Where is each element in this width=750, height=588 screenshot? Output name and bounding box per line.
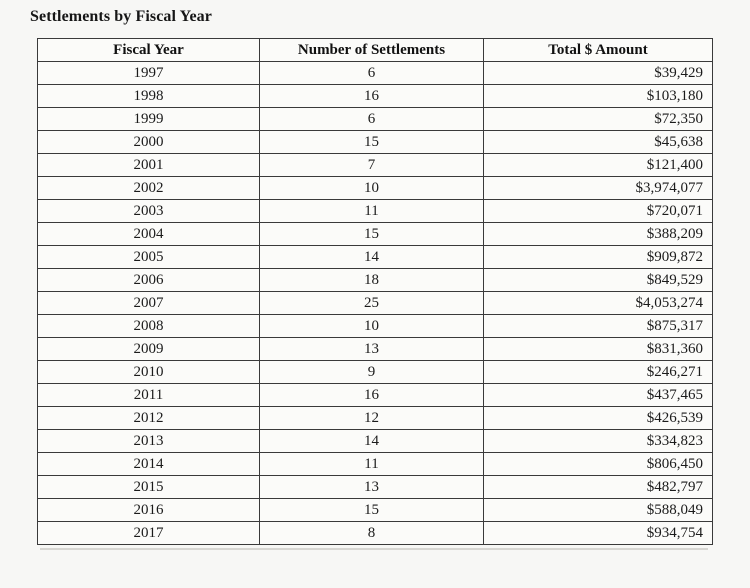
num-settlements-cell: 7 [259,153,484,177]
num-settlements-cell: 9 [259,360,484,384]
page-title: Settlements by Fiscal Year [30,8,212,25]
num-settlements-cell: 14 [259,245,484,269]
fiscal-year-cell: 2015 [37,475,260,499]
scan-shadow-line [40,548,708,550]
table-row: 1999 6 $72,350 [37,107,713,131]
total-amount-cell: $334,823 [483,429,713,453]
total-amount-cell: $72,350 [483,107,713,131]
table-row: 2004 15 $388,209 [37,222,713,246]
total-amount-cell: $831,360 [483,337,713,361]
col-header-total-amount: Total $ Amount [483,38,713,62]
num-settlements-cell: 10 [259,176,484,200]
num-settlements-cell: 12 [259,406,484,430]
total-amount-cell: $121,400 [483,153,713,177]
num-settlements-cell: 6 [259,61,484,85]
table-row: 2016 15 $588,049 [37,498,713,522]
total-amount-cell: $849,529 [483,268,713,292]
fiscal-year-cell: 2010 [37,360,260,384]
num-settlements-cell: 15 [259,130,484,154]
num-settlements-cell: 8 [259,521,484,545]
num-settlements-cell: 11 [259,452,484,476]
num-settlements-cell: 11 [259,199,484,223]
total-amount-cell: $3,974,077 [483,176,713,200]
num-settlements-cell: 16 [259,84,484,108]
total-amount-cell: $909,872 [483,245,713,269]
num-settlements-cell: 14 [259,429,484,453]
num-settlements-cell: 13 [259,475,484,499]
total-amount-cell: $45,638 [483,130,713,154]
table-header-row: Fiscal Year Number of Settlements Total … [37,38,713,62]
num-settlements-cell: 25 [259,291,484,315]
fiscal-year-cell: 2014 [37,452,260,476]
fiscal-year-cell: 2006 [37,268,260,292]
total-amount-cell: $103,180 [483,84,713,108]
table-row: 1997 6 $39,429 [37,61,713,85]
table-row: 2008 10 $875,317 [37,314,713,338]
num-settlements-cell: 6 [259,107,484,131]
num-settlements-cell: 15 [259,222,484,246]
table-row: 2009 13 $831,360 [37,337,713,361]
fiscal-year-cell: 2007 [37,291,260,315]
fiscal-year-cell: 2000 [37,130,260,154]
fiscal-year-cell: 1997 [37,61,260,85]
table-row: 2014 11 $806,450 [37,452,713,476]
total-amount-cell: $720,071 [483,199,713,223]
num-settlements-cell: 15 [259,498,484,522]
total-amount-cell: $806,450 [483,452,713,476]
total-amount-cell: $388,209 [483,222,713,246]
total-amount-cell: $482,797 [483,475,713,499]
fiscal-year-cell: 2008 [37,314,260,338]
table-row: 2010 9 $246,271 [37,360,713,384]
num-settlements-cell: 10 [259,314,484,338]
fiscal-year-cell: 2004 [37,222,260,246]
table-row: 2005 14 $909,872 [37,245,713,269]
fiscal-year-cell: 2009 [37,337,260,361]
num-settlements-cell: 18 [259,268,484,292]
fiscal-year-cell: 2003 [37,199,260,223]
table-row: 2015 13 $482,797 [37,475,713,499]
fiscal-year-cell: 2017 [37,521,260,545]
total-amount-cell: $39,429 [483,61,713,85]
col-header-fiscal-year: Fiscal Year [37,38,260,62]
fiscal-year-cell: 2001 [37,153,260,177]
table-row: 2000 15 $45,638 [37,130,713,154]
num-settlements-cell: 13 [259,337,484,361]
num-settlements-cell: 16 [259,383,484,407]
table-row: 2017 8 $934,754 [37,521,713,545]
fiscal-year-cell: 1998 [37,84,260,108]
table-row: 2001 7 $121,400 [37,153,713,177]
table-row: 2011 16 $437,465 [37,383,713,407]
table-row: 2003 11 $720,071 [37,199,713,223]
total-amount-cell: $875,317 [483,314,713,338]
table-row: 2002 10 $3,974,077 [37,176,713,200]
fiscal-year-cell: 2016 [37,498,260,522]
total-amount-cell: $246,271 [483,360,713,384]
fiscal-year-cell: 2013 [37,429,260,453]
col-header-number-of-settlements: Number of Settlements [259,38,484,62]
total-amount-cell: $4,053,274 [483,291,713,315]
total-amount-cell: $426,539 [483,406,713,430]
table-body: 1997 6 $39,429 1998 16 $103,180 1999 6 $72,350 20… [37,61,713,545]
total-amount-cell: $588,049 [483,498,713,522]
fiscal-year-cell: 1999 [37,107,260,131]
fiscal-year-cell: 2005 [37,245,260,269]
table-row: 2012 12 $426,539 [37,406,713,430]
table-row: 2013 14 $334,823 [37,429,713,453]
fiscal-year-cell: 2002 [37,176,260,200]
total-amount-cell: $437,465 [483,383,713,407]
total-amount-cell: $934,754 [483,521,713,545]
table-row: 2006 18 $849,529 [37,268,713,292]
table-row: 2007 25 $4,053,274 [37,291,713,315]
settlements-table: Fiscal Year Number of Settlements Total … [37,38,713,545]
fiscal-year-cell: 2012 [37,406,260,430]
table-row: 1998 16 $103,180 [37,84,713,108]
fiscal-year-cell: 2011 [37,383,260,407]
